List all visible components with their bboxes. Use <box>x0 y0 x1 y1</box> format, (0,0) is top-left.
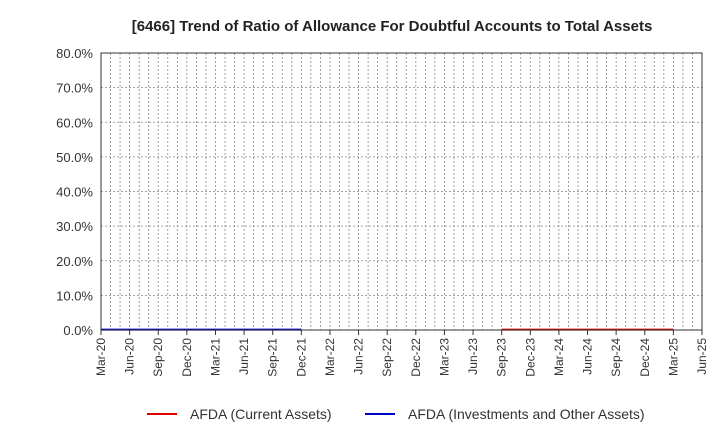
x-tick-label: Sep-24 <box>609 338 623 377</box>
legend-label: AFDA (Current Assets) <box>190 406 332 422</box>
y-tick-label: 70.0% <box>56 81 93 96</box>
x-axis: Mar-20 Jun-20 Sep-20 Dec-20 Mar-21 Jun-21 Sep-… <box>94 330 709 377</box>
plot-frame <box>100 52 703 331</box>
y-tick-label: 60.0% <box>56 115 93 130</box>
x-tick-label: Mar-25 <box>666 338 680 376</box>
x-tick-label: Jun-20 <box>123 338 137 375</box>
y-tick-label: 20.0% <box>56 254 93 269</box>
x-tick-label: Dec-20 <box>180 338 194 377</box>
legend: AFDA (Current Assets) AFDA (Investments a… <box>147 406 645 422</box>
x-tick-label: Jun-25 <box>695 338 709 375</box>
y-tick-label: 40.0% <box>56 185 93 200</box>
y-axis: 0.0% 10.0% 20.0% 30.0% 40.0% 50.0% 60.0% 70.0% 8… <box>56 46 93 338</box>
y-tick-label: 80.0% <box>56 46 93 61</box>
y-tick-label: 10.0% <box>56 288 93 303</box>
x-tick-label: Jun-23 <box>466 338 480 375</box>
y-tick-label: 50.0% <box>56 150 93 165</box>
x-tick-label: Mar-22 <box>323 338 337 376</box>
x-tick-label: Mar-21 <box>208 338 222 376</box>
x-tick-label: Mar-20 <box>94 338 108 376</box>
y-tick-label: 30.0% <box>56 219 93 234</box>
x-tick-label: Jun-24 <box>581 338 595 375</box>
grid <box>101 53 702 330</box>
x-tick-label: Dec-22 <box>409 338 423 377</box>
x-tick-label: Dec-23 <box>523 338 537 377</box>
y-tick-label: 0.0% <box>63 323 93 338</box>
x-tick-label: Sep-21 <box>266 338 280 377</box>
x-tick-label: Mar-24 <box>552 338 566 376</box>
x-tick-label: Sep-20 <box>151 338 165 377</box>
x-tick-label: Sep-23 <box>495 338 509 377</box>
chart-title: [6466] Trend of Ratio of Allowance For D… <box>132 18 653 35</box>
x-tick-label: Sep-22 <box>380 338 394 377</box>
x-tick-label: Jun-22 <box>352 338 366 375</box>
x-tick-label: Jun-21 <box>237 338 251 375</box>
x-tick-label: Mar-23 <box>437 338 451 376</box>
x-tick-label: Dec-21 <box>294 338 308 377</box>
x-tick-label: Dec-24 <box>638 338 652 377</box>
legend-label: AFDA (Investments and Other Assets) <box>408 406 645 422</box>
